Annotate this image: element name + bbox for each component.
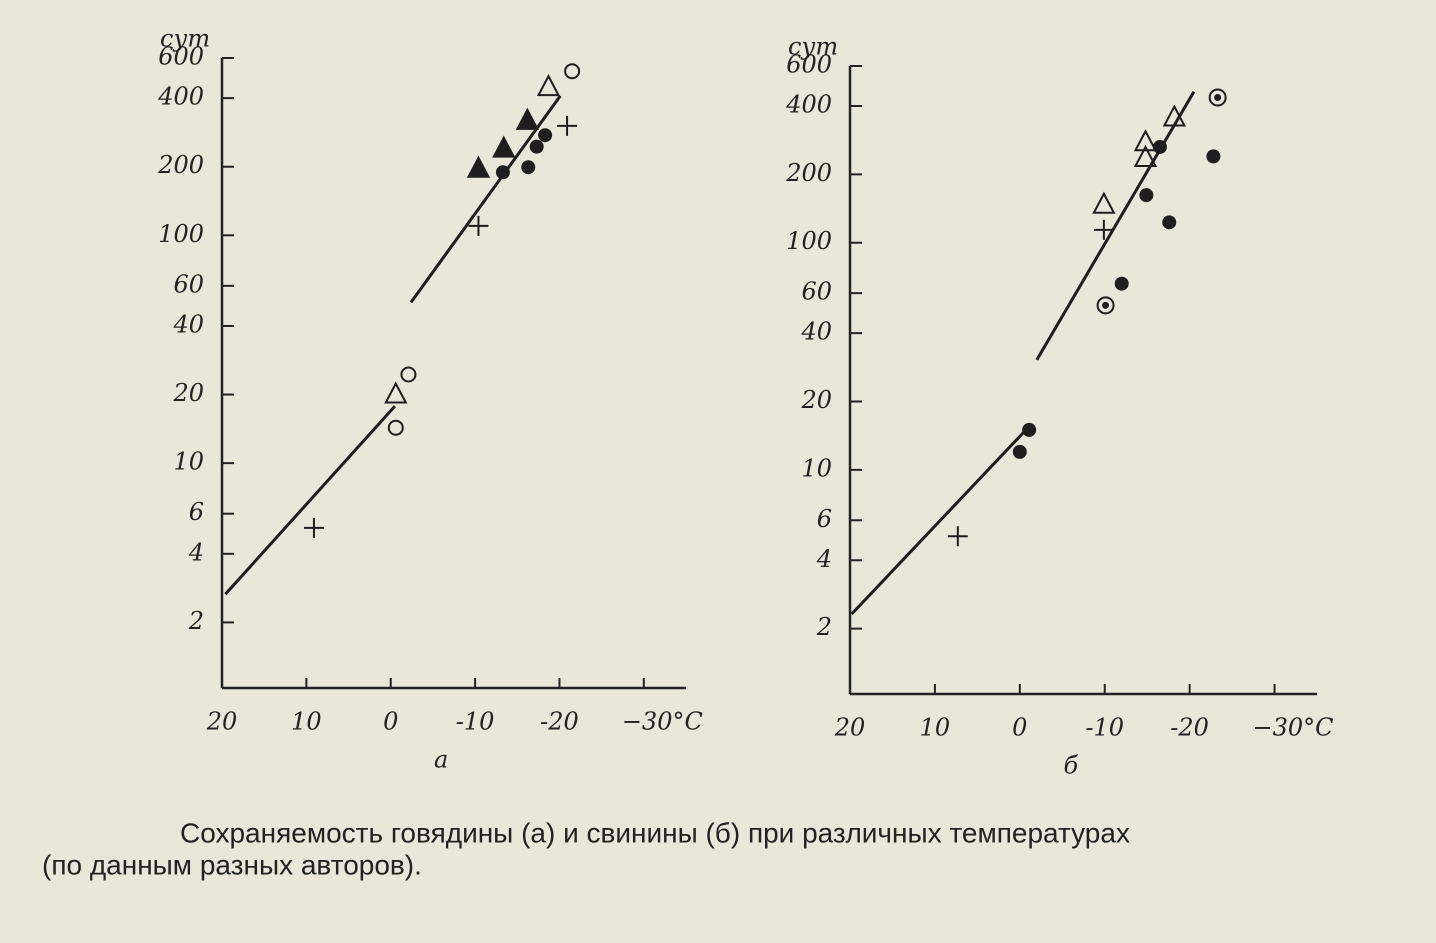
marker bbox=[1133, 144, 1158, 168]
y-tick-label: 200 bbox=[785, 159, 832, 187]
y-tick-label: 60 bbox=[173, 270, 204, 298]
panel-label: а bbox=[434, 746, 448, 774]
marker bbox=[1092, 191, 1116, 214]
caption-line: Сохраняемость говядины (а) и свинины (б)… bbox=[180, 817, 1130, 848]
marker bbox=[303, 517, 324, 538]
marker bbox=[384, 381, 408, 404]
y-tick-label: 20 bbox=[172, 379, 204, 407]
marker bbox=[1114, 276, 1129, 291]
x-tick-label: -10 bbox=[1085, 714, 1124, 742]
trend-line bbox=[409, 95, 562, 304]
marker bbox=[536, 73, 561, 97]
marker bbox=[492, 135, 516, 158]
marker bbox=[515, 107, 540, 130]
trend-line bbox=[224, 405, 397, 596]
x-tick-label: 20 bbox=[834, 714, 866, 742]
marker bbox=[538, 128, 553, 143]
y-tick-label: 4 bbox=[188, 538, 204, 566]
x-tick-label: -10 bbox=[456, 708, 495, 736]
marker-dot bbox=[1102, 301, 1110, 309]
marker bbox=[557, 115, 578, 136]
x-tick-label: 10 bbox=[291, 708, 322, 736]
marker bbox=[529, 139, 544, 154]
y-tick-label: 6 bbox=[189, 498, 204, 526]
x-tick-label: 0 bbox=[383, 708, 398, 736]
marker bbox=[1022, 422, 1037, 437]
marker bbox=[466, 155, 491, 178]
marker bbox=[564, 63, 581, 80]
x-tick-label: −30°C bbox=[1253, 714, 1334, 742]
y-tick-label: 10 bbox=[173, 448, 204, 476]
y-tick-label: 20 bbox=[800, 386, 832, 414]
marker bbox=[468, 215, 489, 236]
x-tick-label: 0 bbox=[1012, 714, 1027, 742]
marker bbox=[947, 526, 968, 547]
marker bbox=[1208, 88, 1227, 107]
y-tick-label: 600 bbox=[786, 51, 832, 79]
y-tick-label: 60 bbox=[801, 278, 832, 306]
y-axis-unit: сут bbox=[788, 33, 838, 61]
y-tick-label: 6 bbox=[817, 505, 832, 533]
x-tick-label: -20 bbox=[1170, 714, 1209, 742]
panel-label: б bbox=[1064, 752, 1079, 780]
y-tick-label: 600 bbox=[158, 43, 204, 71]
marker bbox=[1096, 296, 1115, 315]
x-tick-label: -20 bbox=[540, 708, 579, 736]
marker bbox=[387, 419, 404, 436]
marker bbox=[1133, 129, 1158, 152]
y-axis-unit: сут bbox=[160, 25, 210, 53]
y-tick-label: 400 bbox=[785, 90, 832, 118]
y-tick-label: 40 bbox=[172, 310, 204, 338]
y-tick-label: 100 bbox=[158, 220, 204, 248]
y-tick-label: 4 bbox=[816, 545, 832, 573]
y-tick-label: 2 bbox=[188, 607, 204, 635]
marker-dot bbox=[1214, 93, 1222, 101]
marker bbox=[1012, 444, 1027, 459]
trend-line bbox=[850, 430, 1026, 616]
y-tick-label: 400 bbox=[157, 83, 204, 111]
y-tick-label: 100 bbox=[786, 227, 832, 255]
marker bbox=[1162, 215, 1177, 230]
marker bbox=[521, 160, 536, 175]
x-tick-label: 10 bbox=[920, 714, 951, 742]
y-tick-label: 10 bbox=[801, 454, 832, 482]
x-tick-label: −30°C bbox=[622, 708, 703, 736]
trend-line bbox=[1035, 91, 1196, 361]
y-tick-label: 2 bbox=[816, 613, 832, 641]
caption-line: (по данным разных авторов). bbox=[42, 849, 422, 880]
marker bbox=[400, 366, 417, 383]
y-tick-label: 40 bbox=[800, 318, 832, 346]
marker bbox=[1139, 188, 1154, 203]
marker bbox=[1206, 149, 1221, 164]
x-tick-label: 20 bbox=[206, 708, 238, 736]
marker bbox=[1093, 219, 1114, 240]
y-tick-label: 200 bbox=[157, 151, 204, 179]
